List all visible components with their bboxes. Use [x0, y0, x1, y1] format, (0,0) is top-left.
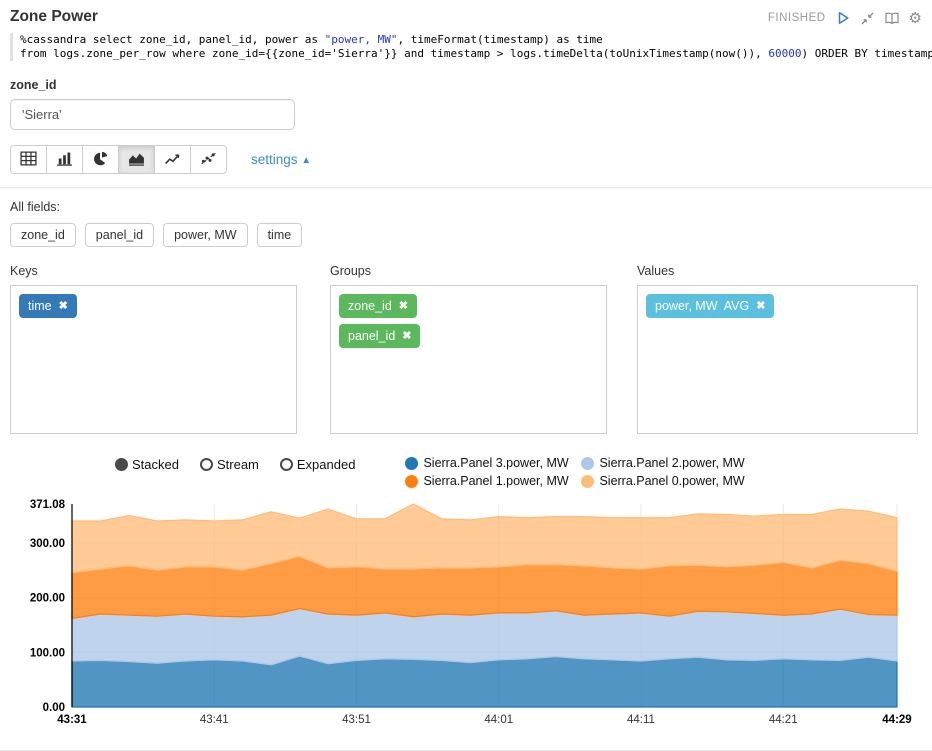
chart-legend: Sierra.Panel 3.power, MW Sierra.Panel 2.p… [405, 456, 922, 488]
stacked-area-chart[interactable]: 0.00 100.00 200.00 300.00 371.08 43:31 43:41 43… [10, 492, 922, 737]
pivot-settings: Keys time ✖ Groups zone_id ✖ panel_id ✖ Valu… [10, 264, 922, 434]
values-panel: Values power, MW AVG ✖ [637, 264, 918, 434]
radio-stream[interactable]: Stream [199, 457, 259, 472]
settings-toggle[interactable]: settings ▲ [251, 152, 312, 167]
gear-icon[interactable]: ⚙ [908, 9, 922, 27]
field-pill[interactable]: time [256, 223, 303, 247]
zone-id-label: zone_id [10, 78, 57, 92]
line-chart-icon [164, 151, 181, 169]
field-pill[interactable]: zone_id [10, 223, 76, 247]
values-dropzone[interactable]: power, MW AVG ✖ [637, 285, 918, 434]
groups-pill[interactable]: panel_id ✖ [339, 324, 421, 348]
legend-dot-icon [405, 456, 419, 470]
paragraph-controls: FINISHED ⚙ [768, 8, 922, 26]
compress-icon[interactable] [860, 11, 875, 26]
keys-pill[interactable]: time ✖ [19, 294, 77, 318]
radio-stacked[interactable]: Stacked [115, 457, 179, 472]
svg-text:44:11: 44:11 [627, 714, 655, 726]
svg-text:200.00: 200.00 [30, 593, 65, 605]
radio-dot-icon [199, 458, 213, 471]
page-title: Zone Power [10, 8, 98, 25]
all-fields-label: All fields: [10, 200, 61, 214]
svg-text:44:29: 44:29 [882, 714, 911, 726]
chart-type-area-button[interactable] [118, 145, 155, 174]
remove-pill-icon[interactable]: ✖ [58, 299, 68, 312]
scatter-chart-icon [200, 151, 217, 169]
svg-text:300.00: 300.00 [30, 538, 65, 550]
paragraph-header: Zone Power FINISHED ⚙ [10, 8, 922, 26]
remove-pill-icon[interactable]: ✖ [402, 329, 412, 342]
play-icon[interactable] [835, 10, 851, 26]
remove-pill-icon[interactable]: ✖ [756, 299, 766, 312]
svg-text:43:31: 43:31 [57, 714, 87, 726]
keys-panel: Keys time ✖ [10, 264, 297, 434]
remove-pill-icon[interactable]: ✖ [398, 299, 409, 312]
chart-type-scatter-button[interactable] [190, 145, 227, 174]
bar-chart-icon [56, 151, 73, 169]
groups-label: Groups [330, 264, 371, 278]
zone-id-input[interactable] [10, 99, 295, 130]
all-fields-section: All fields: zone_id panel_id power, MW time [10, 200, 922, 247]
chart-type-button-group [10, 145, 227, 174]
groups-dropzone[interactable]: zone_id ✖ panel_id ✖ [330, 285, 607, 434]
radio-dot-icon [279, 458, 293, 471]
values-pill[interactable]: power, MW AVG ✖ [646, 294, 775, 318]
svg-text:100.00: 100.00 [30, 647, 65, 659]
field-pill[interactable]: panel_id [84, 223, 155, 247]
radio-expanded[interactable]: Expanded [279, 457, 355, 472]
legend-item[interactable]: Sierra.Panel 3.power, MW [405, 456, 581, 470]
svg-text:371.08: 371.08 [30, 499, 66, 511]
keys-dropzone[interactable]: time ✖ [10, 285, 297, 434]
query-editor[interactable]: %cassandra select zone_id, panel_id, pow… [10, 33, 932, 61]
field-pill-list: zone_id panel_id power, MW time [10, 223, 922, 247]
code-line: %cassandra select zone_id, panel_id, pow… [20, 33, 603, 46]
book-icon[interactable] [884, 11, 900, 26]
svg-text:0.00: 0.00 [43, 702, 65, 714]
chart-type-pie-button[interactable] [82, 145, 119, 174]
legend-dot-icon [581, 456, 595, 470]
keys-label: Keys [10, 264, 38, 278]
svg-text:43:41: 43:41 [200, 714, 229, 726]
legend-item[interactable]: Sierra.Panel 2.power, MW [581, 456, 757, 470]
stack-mode-radio-group: Stacked Stream Expanded [115, 456, 355, 472]
chart-controls: Stacked Stream Expanded Sierra.Panel 3.pow… [10, 456, 922, 488]
legend-item[interactable]: Sierra.Panel 0.power, MW [581, 474, 757, 488]
svg-text:43:51: 43:51 [342, 714, 371, 726]
chevron-up-icon: ▲ [301, 155, 312, 166]
chart-type-toolbar: settings ▲ [10, 145, 922, 174]
status-badge: FINISHED [767, 12, 826, 24]
divider [0, 187, 932, 188]
groups-pill[interactable]: zone_id ✖ [339, 294, 418, 318]
chart-type-bar-button[interactable] [46, 145, 83, 174]
field-pill[interactable]: power, MW [163, 223, 248, 247]
values-label: Values [637, 264, 675, 278]
legend-item[interactable]: Sierra.Panel 1.power, MW [405, 474, 581, 488]
pie-chart-icon [93, 151, 109, 169]
radio-dot-icon [115, 458, 128, 471]
svg-text:44:21: 44:21 [769, 714, 798, 726]
legend-dot-icon [405, 474, 419, 488]
area-chart-icon [128, 151, 145, 169]
chart-type-line-button[interactable] [154, 145, 191, 174]
svg-text:44:01: 44:01 [484, 714, 513, 726]
legend-dot-icon [581, 474, 595, 488]
table-chart-icon [20, 150, 37, 169]
groups-panel: Groups zone_id ✖ panel_id ✖ [330, 264, 607, 434]
chart-type-table-button[interactable] [10, 145, 47, 174]
code-line: from logs.zone_per_row where zone_id={{z… [20, 47, 932, 60]
